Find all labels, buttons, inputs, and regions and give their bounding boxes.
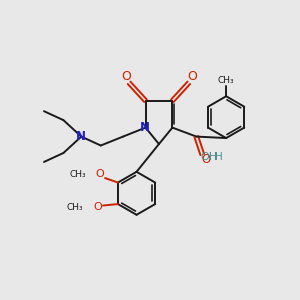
Text: CH₃: CH₃ bbox=[218, 76, 235, 85]
Text: O: O bbox=[187, 70, 197, 83]
Text: O: O bbox=[93, 202, 102, 212]
Text: CH₃: CH₃ bbox=[69, 170, 86, 179]
Text: CH₃: CH₃ bbox=[67, 202, 84, 211]
Text: H: H bbox=[215, 152, 223, 163]
Text: N: N bbox=[140, 121, 150, 134]
Text: OH: OH bbox=[201, 152, 218, 163]
Text: O: O bbox=[121, 70, 131, 83]
Text: O: O bbox=[201, 153, 211, 167]
Text: O: O bbox=[96, 169, 104, 179]
Text: N: N bbox=[76, 130, 86, 143]
